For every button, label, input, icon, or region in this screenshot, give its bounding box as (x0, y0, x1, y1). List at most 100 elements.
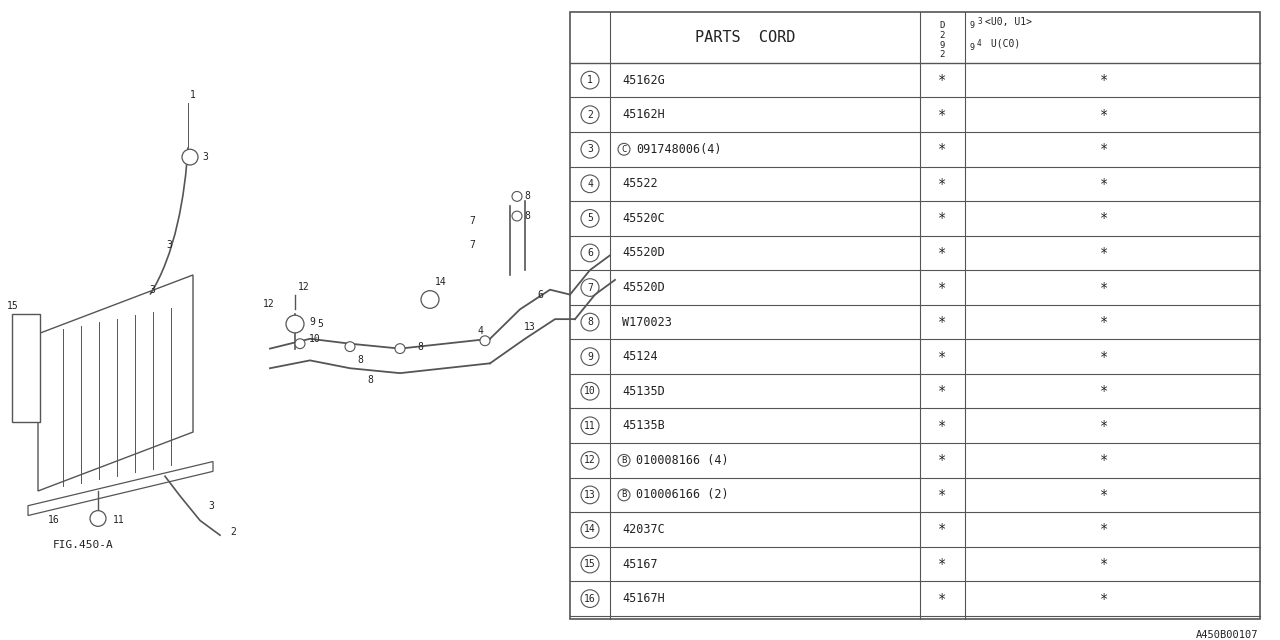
Text: *: * (938, 280, 947, 294)
Circle shape (294, 339, 305, 349)
Text: *: * (938, 73, 947, 87)
Text: 45124: 45124 (622, 350, 658, 363)
Text: 9: 9 (940, 41, 945, 50)
Text: 45520D: 45520D (622, 281, 664, 294)
Circle shape (396, 344, 404, 353)
Text: *: * (1101, 557, 1108, 571)
Text: *: * (1101, 488, 1108, 502)
Text: *: * (1101, 453, 1108, 467)
Text: 3: 3 (150, 285, 155, 294)
Text: 15: 15 (6, 301, 19, 312)
Text: C: C (621, 145, 627, 154)
Text: *: * (1101, 211, 1108, 225)
Text: *: * (938, 108, 947, 122)
Text: 5: 5 (588, 213, 593, 223)
Text: 8: 8 (524, 191, 530, 202)
Text: *: * (938, 384, 947, 398)
Text: 8: 8 (367, 375, 372, 385)
Text: 13: 13 (524, 322, 536, 332)
Text: 16: 16 (584, 594, 596, 604)
Text: 010006166 (2): 010006166 (2) (636, 488, 728, 501)
Text: 4: 4 (588, 179, 593, 189)
Text: 9: 9 (969, 21, 974, 30)
Text: 45135B: 45135B (622, 419, 664, 432)
Text: 8: 8 (417, 342, 422, 351)
Text: *: * (1101, 280, 1108, 294)
Text: 45162G: 45162G (622, 74, 664, 86)
Text: 3: 3 (588, 144, 593, 154)
Text: 6: 6 (588, 248, 593, 258)
Bar (12, 314, 40, 422)
Text: 12: 12 (298, 282, 310, 292)
Text: *: * (938, 488, 947, 502)
Text: 9: 9 (308, 317, 315, 327)
Circle shape (182, 149, 198, 165)
Text: *: * (1101, 108, 1108, 122)
Circle shape (421, 291, 439, 308)
Text: 12: 12 (584, 455, 596, 465)
Text: *: * (938, 211, 947, 225)
Text: *: * (1101, 246, 1108, 260)
Text: *: * (938, 557, 947, 571)
Text: 9: 9 (588, 351, 593, 362)
Text: *: * (938, 419, 947, 433)
Text: *: * (938, 315, 947, 329)
Text: W170023: W170023 (622, 316, 672, 328)
Text: 9: 9 (969, 43, 974, 52)
Text: 2: 2 (940, 51, 945, 60)
Text: 7: 7 (588, 282, 593, 292)
Text: *: * (1101, 591, 1108, 605)
Text: FIG.450-A: FIG.450-A (52, 540, 114, 550)
Text: 10: 10 (308, 334, 321, 344)
Text: 11: 11 (584, 420, 596, 431)
Text: 6: 6 (538, 289, 543, 300)
Text: 42037C: 42037C (622, 523, 664, 536)
Text: 2: 2 (940, 31, 945, 40)
Text: 45522: 45522 (622, 177, 658, 190)
Text: 45520D: 45520D (622, 246, 664, 259)
Text: PARTS  CORD: PARTS CORD (695, 30, 795, 45)
Text: 8: 8 (357, 355, 364, 365)
Text: U(C0): U(C0) (986, 38, 1020, 48)
Text: D: D (940, 21, 945, 30)
Text: *: * (938, 246, 947, 260)
Circle shape (480, 336, 490, 346)
Text: 8: 8 (524, 211, 530, 221)
Circle shape (90, 511, 106, 526)
Text: 7: 7 (470, 216, 475, 226)
Text: *: * (1101, 142, 1108, 156)
Text: B: B (621, 490, 627, 499)
Text: B: B (621, 456, 627, 465)
Text: 45162H: 45162H (622, 108, 664, 121)
Text: 5: 5 (317, 319, 323, 329)
Text: 3: 3 (207, 500, 214, 511)
Text: *: * (938, 522, 947, 536)
Text: 14: 14 (584, 524, 596, 534)
Circle shape (346, 342, 355, 351)
Text: *: * (938, 142, 947, 156)
Text: 1: 1 (189, 90, 196, 100)
Text: 3: 3 (202, 152, 207, 162)
Text: 1: 1 (588, 75, 593, 85)
Text: 45167H: 45167H (622, 592, 664, 605)
Text: *: * (938, 453, 947, 467)
Text: 4: 4 (477, 326, 483, 336)
Text: *: * (1101, 177, 1108, 191)
Text: 7: 7 (470, 241, 475, 250)
Text: 091748006(4): 091748006(4) (636, 143, 722, 156)
Text: 45520C: 45520C (622, 212, 664, 225)
Circle shape (512, 191, 522, 202)
Text: 2: 2 (230, 527, 236, 537)
Text: *: * (938, 349, 947, 364)
Text: 10: 10 (584, 386, 596, 396)
Text: *: * (1101, 73, 1108, 87)
Text: 45167: 45167 (622, 557, 658, 570)
Text: 3: 3 (977, 17, 982, 26)
Text: 12: 12 (264, 300, 275, 309)
Text: 3: 3 (166, 241, 172, 250)
Text: 2: 2 (588, 109, 593, 120)
Text: *: * (1101, 349, 1108, 364)
Text: 16: 16 (49, 515, 60, 525)
Text: 13: 13 (584, 490, 596, 500)
Circle shape (512, 211, 522, 221)
